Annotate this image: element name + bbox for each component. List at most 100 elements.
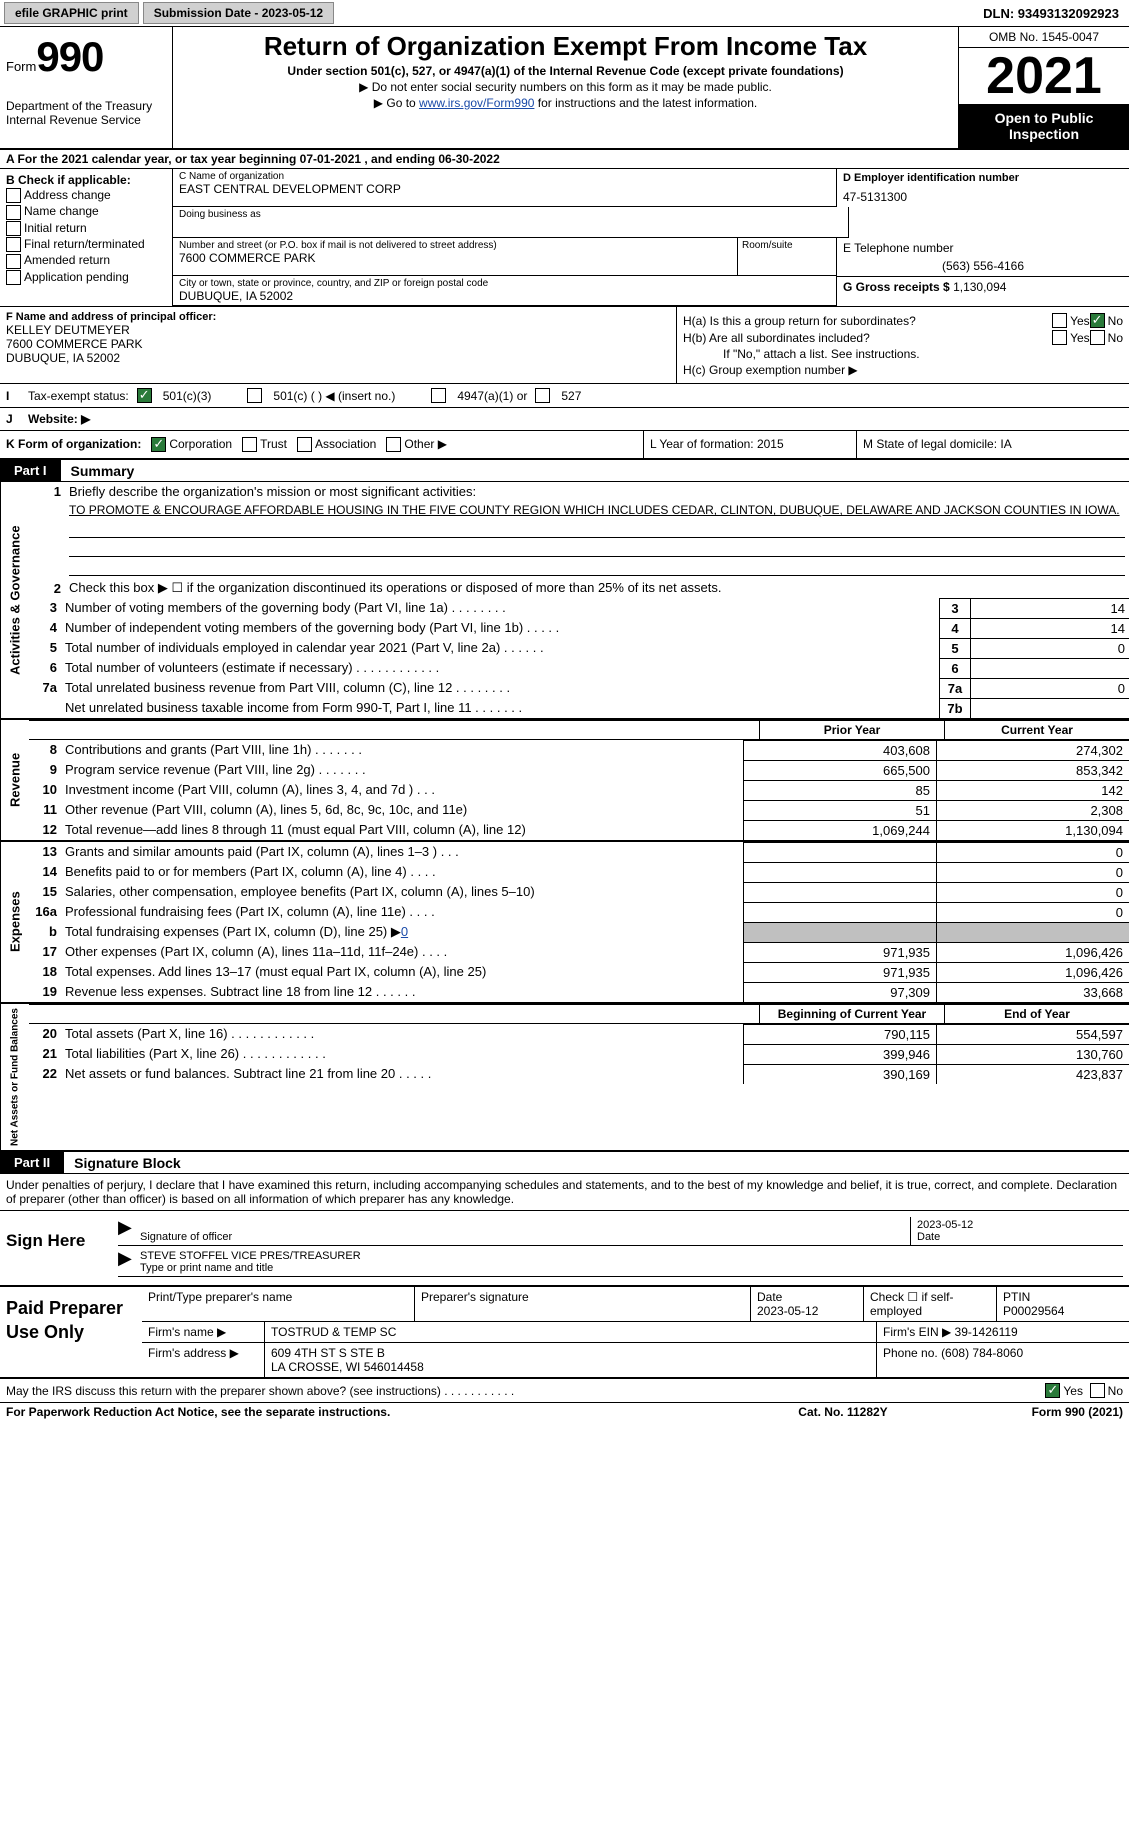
p12: 1,069,244 xyxy=(743,820,936,840)
p15 xyxy=(743,882,936,902)
line-14: Benefits paid to or for members (Part IX… xyxy=(65,862,743,882)
officer-name: STEVE STOFFEL VICE PRES/TREASURERType or… xyxy=(138,1248,1123,1276)
c15: 0 xyxy=(936,882,1129,902)
row-a-tax-year: A For the 2021 calendar year, or tax yea… xyxy=(0,150,1129,169)
preparer-sig-hdr: Preparer's signature xyxy=(414,1287,750,1321)
check-final-return[interactable] xyxy=(6,237,21,252)
hdr-end: End of Year xyxy=(944,1005,1129,1023)
check-501c[interactable] xyxy=(247,388,262,403)
line-20: Total assets (Part X, line 16) . . . . .… xyxy=(65,1024,743,1044)
check-ha-yes[interactable] xyxy=(1052,313,1067,328)
check-association[interactable] xyxy=(297,437,312,452)
paid-preparer-label: Paid Preparer Use Only xyxy=(0,1287,142,1377)
line-7b: Net unrelated business taxable income fr… xyxy=(65,698,939,718)
p18: 971,935 xyxy=(743,962,936,982)
p9: 665,500 xyxy=(743,760,936,780)
hdr-prior: Prior Year xyxy=(759,721,944,739)
c16a: 0 xyxy=(936,902,1129,922)
check-corporation[interactable] xyxy=(151,437,166,452)
c11: 2,308 xyxy=(936,800,1129,820)
firm-name: TOSTRUD & TEMP SC xyxy=(264,1322,876,1342)
name-arrow-icon: ▶ xyxy=(118,1248,138,1276)
line-1-label: Briefly describe the organization's miss… xyxy=(69,484,1125,499)
side-expenses: Expenses xyxy=(0,842,29,1002)
submission-date: Submission Date - 2023-05-12 xyxy=(143,2,334,24)
line-13: Grants and similar amounts paid (Part IX… xyxy=(65,842,743,862)
check-other[interactable] xyxy=(386,437,401,452)
row-k-form-org: K Form of organization: Corporation Trus… xyxy=(0,431,643,458)
form-footer: Form 990 (2021) xyxy=(943,1405,1123,1419)
side-net-assets: Net Assets or Fund Balances xyxy=(0,1004,29,1150)
check-4947[interactable] xyxy=(431,388,446,403)
check-application-pending[interactable] xyxy=(6,270,21,285)
hdr-current: Current Year xyxy=(944,721,1129,739)
irs-link[interactable]: www.irs.gov/Form990 xyxy=(419,96,534,110)
firm-name-lbl: Firm's name ▶ xyxy=(142,1322,264,1342)
link-16b[interactable]: 0 xyxy=(401,924,408,939)
firm-address: 609 4TH ST S STE BLA CROSSE, WI 54601445… xyxy=(264,1343,876,1377)
line-4: Number of independent voting members of … xyxy=(65,618,939,638)
section-c-city: City or town, state or province, country… xyxy=(173,276,836,306)
c18: 1,096,426 xyxy=(936,962,1129,982)
section-d-ein: D Employer identification number 47-5131… xyxy=(836,169,1129,207)
check-initial-return[interactable] xyxy=(6,221,21,236)
line-11: Other revenue (Part VIII, column (A), li… xyxy=(65,800,743,820)
section-h: H(a) Is this a group return for subordin… xyxy=(676,307,1129,383)
cat-no: Cat. No. 11282Y xyxy=(743,1405,943,1419)
part-i-header: Part I Summary xyxy=(0,460,1129,482)
p16b xyxy=(743,922,936,942)
line-17: Other expenses (Part IX, column (A), lin… xyxy=(65,942,743,962)
row-l-year: L Year of formation: 2015 xyxy=(643,431,856,458)
line-18: Total expenses. Add lines 13–17 (must eq… xyxy=(65,962,743,982)
c13: 0 xyxy=(936,842,1129,862)
b22: 390,169 xyxy=(743,1064,936,1084)
val-4: 14 xyxy=(970,618,1129,638)
tax-year: 2021 xyxy=(959,48,1129,104)
line-9: Program service revenue (Part VIII, line… xyxy=(65,760,743,780)
self-employed-check[interactable]: Check ☐ if self-employed xyxy=(863,1287,996,1321)
p10: 85 xyxy=(743,780,936,800)
row-j-website: J Website: ▶ xyxy=(0,408,1129,431)
line-15: Salaries, other compensation, employee b… xyxy=(65,882,743,902)
check-501c3[interactable] xyxy=(137,388,152,403)
line-7a: Total unrelated business revenue from Pa… xyxy=(65,678,939,698)
row-i-tax-status: I Tax-exempt status: 501(c)(3) 501(c) ( … xyxy=(0,384,1129,408)
check-name-change[interactable] xyxy=(6,205,21,220)
check-hb-no[interactable] xyxy=(1090,330,1105,345)
hdr-beginning: Beginning of Current Year xyxy=(759,1005,944,1023)
p8: 403,608 xyxy=(743,740,936,760)
section-b: B Check if applicable: Address change Na… xyxy=(0,169,173,306)
check-ha-no[interactable] xyxy=(1090,313,1105,328)
val-5: 0 xyxy=(970,638,1129,658)
c16b xyxy=(936,922,1129,942)
p14 xyxy=(743,862,936,882)
line-12: Total revenue—add lines 8 through 11 (mu… xyxy=(65,820,743,840)
p16a xyxy=(743,902,936,922)
check-discuss-yes[interactable] xyxy=(1045,1383,1060,1398)
line-10: Investment income (Part VIII, column (A)… xyxy=(65,780,743,800)
section-g-receipts: G Gross receipts $ 1,130,094 xyxy=(836,276,1129,306)
check-amended-return[interactable] xyxy=(6,254,21,269)
check-address-change[interactable] xyxy=(6,188,21,203)
line-19: Revenue less expenses. Subtract line 18 … xyxy=(65,982,743,1002)
line-6: Total number of volunteers (estimate if … xyxy=(65,658,939,678)
firm-addr-lbl: Firm's address ▶ xyxy=(142,1343,264,1377)
efile-print-button[interactable]: efile GRAPHIC print xyxy=(4,2,139,24)
p13 xyxy=(743,842,936,862)
e22: 423,837 xyxy=(936,1064,1129,1084)
line-16b: Total fundraising expenses (Part IX, col… xyxy=(65,922,743,942)
line-16a: Professional fundraising fees (Part IX, … xyxy=(65,902,743,922)
department: Department of the TreasuryInternal Reven… xyxy=(6,99,166,127)
check-hb-yes[interactable] xyxy=(1052,330,1067,345)
line-22: Net assets or fund balances. Subtract li… xyxy=(65,1064,743,1084)
c19: 33,668 xyxy=(936,982,1129,1002)
check-527[interactable] xyxy=(535,388,550,403)
signature-field[interactable]: Signature of officer xyxy=(138,1217,910,1245)
check-discuss-no[interactable] xyxy=(1090,1383,1105,1398)
part-ii-header: Part II Signature Block xyxy=(0,1152,1129,1174)
preparer-name-hdr: Print/Type preparer's name xyxy=(142,1287,414,1321)
check-trust[interactable] xyxy=(242,437,257,452)
subtitle-2: ▶ Do not enter social security numbers o… xyxy=(181,80,950,94)
room-suite: Room/suite xyxy=(737,238,836,276)
side-revenue: Revenue xyxy=(0,720,29,840)
